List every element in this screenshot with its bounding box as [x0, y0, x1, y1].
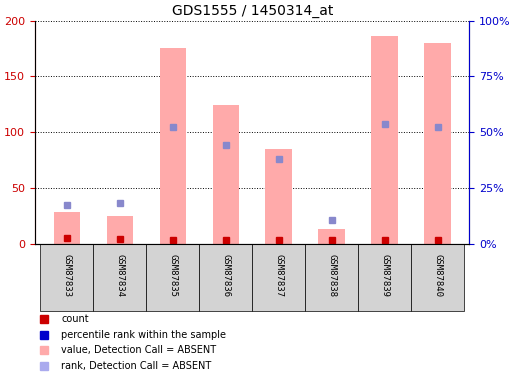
FancyBboxPatch shape — [93, 244, 146, 310]
FancyBboxPatch shape — [199, 244, 252, 310]
Text: GSM87840: GSM87840 — [433, 254, 442, 297]
Text: GSM87834: GSM87834 — [115, 254, 124, 297]
Bar — [371, 36, 398, 244]
Text: percentile rank within the sample: percentile rank within the sample — [61, 330, 226, 339]
Text: GSM87838: GSM87838 — [327, 254, 336, 297]
Text: GSM87837: GSM87837 — [274, 254, 283, 297]
Bar — [266, 149, 292, 244]
Text: GSM87835: GSM87835 — [168, 254, 177, 297]
FancyBboxPatch shape — [358, 244, 411, 310]
FancyBboxPatch shape — [411, 244, 464, 310]
Text: GSM87833: GSM87833 — [62, 254, 71, 297]
Text: GSM87836: GSM87836 — [221, 254, 230, 297]
Text: count: count — [61, 314, 89, 324]
FancyBboxPatch shape — [40, 244, 93, 310]
Text: rank, Detection Call = ABSENT: rank, Detection Call = ABSENT — [61, 361, 211, 371]
Bar — [213, 105, 239, 244]
Title: GDS1555 / 1450314_at: GDS1555 / 1450314_at — [171, 4, 333, 18]
Bar — [107, 216, 133, 244]
Text: GSM87839: GSM87839 — [380, 254, 389, 297]
Text: value, Detection Call = ABSENT: value, Detection Call = ABSENT — [61, 345, 216, 355]
Bar — [160, 48, 186, 244]
FancyBboxPatch shape — [305, 244, 358, 310]
FancyBboxPatch shape — [146, 244, 199, 310]
FancyBboxPatch shape — [252, 244, 305, 310]
Bar — [54, 212, 80, 244]
Bar — [318, 229, 345, 244]
Bar — [424, 43, 451, 244]
